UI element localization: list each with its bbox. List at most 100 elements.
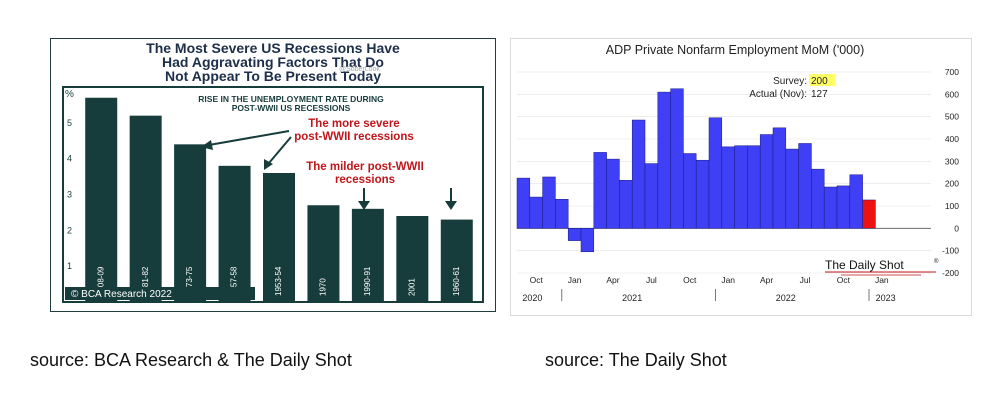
y-tick-300: 300 [945,156,959,166]
bar-19 [759,134,774,229]
bar-7 [606,158,620,229]
bar-label-1981-82: 1981-82 [141,266,150,296]
bar-20 [772,127,787,229]
source-badge [65,287,255,300]
year-label-2020: 2020 [522,293,542,303]
annotation-severe: The more severe [308,118,399,130]
daily-shot-chart-panel: ADP Private Nonfarm Employment MoM ('000… [510,38,972,316]
annotations: The more severe post-WWII recessions The… [201,118,457,210]
bar-0 [516,177,531,229]
bar-26 [849,174,863,229]
bar-5 [580,228,595,253]
x-tick-8: Oct [837,275,851,285]
bars: 2008-09 1981-82 1973-75 1957-58 1953-54 1970 1… [85,97,473,303]
y-tick-0: 0 [954,223,959,233]
arrow-severe-2 [268,136,292,164]
arrow-severe-1 [208,130,290,146]
bar-label-1970: 1970 [319,278,328,296]
adp-chart: ADP Private Nonfarm Employment MoM ('000… [516,43,959,303]
x-tick-4: Oct [683,275,697,285]
annotation-severe-line2: post-WWII recessions [294,131,414,143]
chart-subtitle-line2: POST-WWII US RECESSIONS [232,103,351,113]
x-tick-9: Jan [875,275,889,285]
x-tick-7: Jul [800,275,811,285]
y-tick-4: 4 [67,154,72,164]
bar-24 [823,186,838,229]
bar-1960-61 [440,219,473,302]
y-axis-ticks: 1 2 3 4 5 [67,118,72,271]
chart-title-line2: Had Aggravating Factors That Do [162,54,384,70]
x-tick-2: Apr [606,275,619,285]
y-axis-ticks: 700 600 500 400 300 200 100 0 -100 -200 [942,67,959,278]
x-tick-1: Jan [568,275,582,285]
bar-1957-58 [218,165,251,302]
annotation-milder: The milder post-WWII [306,161,424,173]
bar-2001 [396,216,429,302]
y-tick--100: -100 [942,246,959,256]
x-tick-5: Jan [721,275,735,285]
bars [516,88,876,253]
bar-21 [785,148,799,229]
bar-9 [631,119,646,229]
actual-value: 127 [811,89,828,100]
bar-13 [683,153,697,229]
annotation-milder-line2: recessions [335,174,395,186]
bar-14 [695,159,710,229]
bar-1973-75 [174,144,207,302]
survey-value: 200 [811,76,828,87]
arrow-severe-1-head [201,140,213,150]
y-tick-500: 500 [945,112,959,122]
bar-18 [747,145,761,229]
chart-title: ADP Private Nonfarm Employment MoM ('000… [606,43,865,57]
bar-1970 [307,205,340,302]
bar-1953-54 [263,173,295,302]
bar-label-1953-54: 1953-54 [274,266,283,296]
caption-left: source: BCA Research & The Daily Shot [30,350,352,370]
actual-label: Actual (Nov): [749,89,807,100]
bar-label-1957-58: 1957-58 [230,266,239,296]
bar-label-1973-75: 1973-75 [185,266,194,296]
bar-17 [734,145,748,229]
bar-25 [836,185,851,229]
brand-mark: ® [934,258,939,265]
bar-2008-09 [85,97,118,302]
bar-label-1960-61: 1960-61 [452,266,461,296]
bar-27 [862,199,876,229]
bar-4 [567,228,582,241]
survey-label: Survey: [773,76,807,87]
y-tick-700: 700 [945,67,959,77]
year-label-2023: 2023 [876,293,896,303]
bar-2 [542,176,556,229]
year-label-2022: 2022 [776,293,796,303]
bar-23 [811,168,825,229]
x-tick-6: Apr [760,275,773,285]
y-tick-5: 5 [67,118,72,128]
bar-22 [798,143,812,229]
source-label: © BCA Research 2022 [71,289,172,300]
watermark: @SoberLook [339,66,380,73]
year-label-2021: 2021 [622,293,642,303]
bar-1 [529,196,543,229]
y-tick-400: 400 [945,134,959,144]
bar-12 [670,88,684,229]
bar-16 [721,146,735,229]
bar-10 [644,163,659,229]
y-tick-2: 2 [67,225,72,235]
y-tick--200: -200 [942,268,959,278]
bar-1981-82 [129,115,162,303]
x-axis: Oct Jan Apr Jul Oct Jan Apr Jul Oct Jan 2020 2021 20… [522,275,895,303]
chart-subtitle: RISE IN THE UNEMPLOYMENT RATE DURING [198,94,384,104]
arrow-milder-1-head [358,201,370,210]
bar-label-2001: 2001 [407,278,416,296]
bar-label-1990-91: 1990-91 [363,266,372,296]
chart-title: The Most Severe US Recessions Have [146,40,400,56]
arrow-severe-2-head [264,159,273,170]
bar-11 [657,91,671,229]
y-tick-3: 3 [67,190,72,200]
bar-15 [708,117,723,229]
bar-label-2008-09: 2008-09 [96,266,105,296]
bca-chart-panel: The Most Severe US Recessions Have Had A… [50,38,496,312]
survey-highlight [809,74,835,86]
x-tick-3: Jul [646,275,657,285]
x-tick-0: Oct [530,275,544,285]
